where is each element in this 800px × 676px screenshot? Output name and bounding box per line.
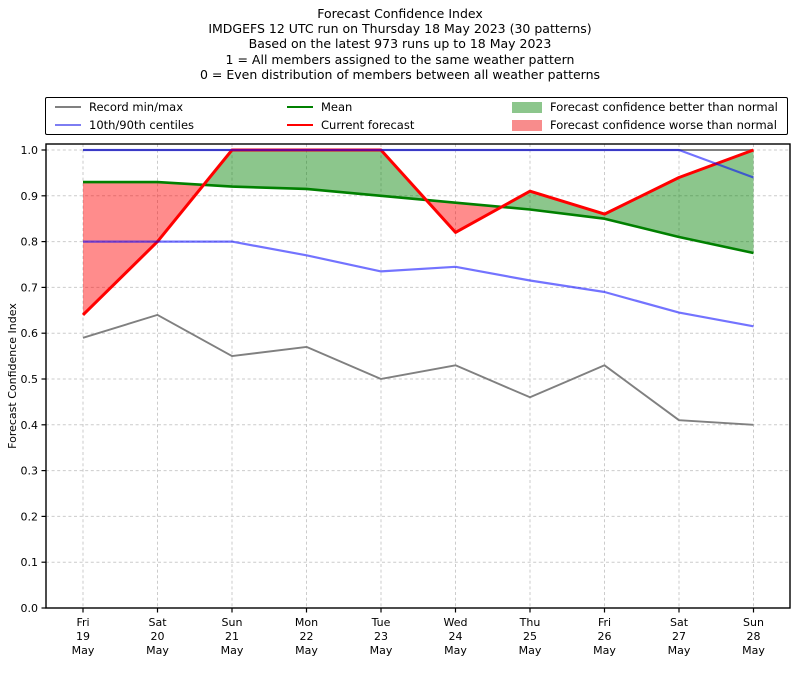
record-minmax-line-swatch bbox=[55, 106, 81, 108]
y-tick-label: 1.0 bbox=[21, 144, 39, 157]
chart-note-2: 0 = Even distribution of members between… bbox=[199, 66, 601, 82]
x-tick-label: May bbox=[72, 644, 95, 657]
legend-label: Forecast confidence worse than normal bbox=[550, 118, 777, 132]
x-tick-label: Wed bbox=[444, 616, 468, 629]
centile-90-line bbox=[83, 148, 754, 179]
x-tick-label: May bbox=[742, 644, 765, 657]
plot-frame bbox=[45, 143, 791, 609]
mean-line bbox=[83, 180, 754, 255]
chart-note-1: 1 = All members assigned to the same wea… bbox=[225, 51, 575, 67]
chart-title: Forecast Confidence Index bbox=[317, 6, 483, 21]
x-tick-label: Sun bbox=[743, 616, 764, 629]
title-block: Forecast Confidence Index IMDGEFS 12 UTC… bbox=[0, 6, 800, 82]
x-tick-label: 25 bbox=[523, 630, 537, 643]
legend-item-mean: Mean bbox=[287, 98, 512, 116]
x-tick-label: May bbox=[295, 644, 318, 657]
y-tick-label: 0.1 bbox=[21, 556, 39, 569]
x-tick-label: Fri bbox=[76, 616, 89, 629]
chart-subtitle-2: Based on the latest 973 runs up to 18 Ma… bbox=[248, 36, 552, 52]
legend-label: Forecast confidence better than normal bbox=[550, 100, 778, 114]
legend-label: Mean bbox=[321, 100, 353, 114]
x-tick-label: 21 bbox=[225, 630, 239, 643]
y-tick-label: 0.3 bbox=[21, 465, 39, 478]
current-forecast-line bbox=[81, 148, 755, 316]
y-axis bbox=[41, 149, 46, 609]
legend-item-centiles: 10th/90th centiles bbox=[55, 116, 287, 134]
x-tick-label: Sat bbox=[670, 616, 689, 629]
mean-line-swatch bbox=[287, 106, 313, 108]
x-tick-label: Sun bbox=[222, 616, 243, 629]
record-min-line bbox=[82, 313, 754, 426]
legend-item-current-forecast: Current forecast bbox=[287, 116, 512, 134]
legend-item-confidence-worse: Forecast confidence worse than normal bbox=[512, 116, 787, 134]
y-tick-label: 0.6 bbox=[21, 327, 39, 340]
legend-item-record-minmax: Record min/max bbox=[55, 98, 287, 116]
current-forecast-line-swatch bbox=[287, 124, 313, 126]
x-tick-label: May bbox=[370, 644, 393, 657]
centiles-line-swatch bbox=[55, 124, 81, 126]
legend: Record min/max 10th/90th centiles Mean C… bbox=[45, 97, 788, 135]
y-axis-title: Forecast Confidence Index bbox=[6, 303, 19, 449]
x-tick-label: 27 bbox=[672, 630, 686, 643]
x-axis bbox=[82, 608, 755, 613]
x-tick-label: May bbox=[668, 644, 691, 657]
x-tick-label: 28 bbox=[747, 630, 761, 643]
y-tick-label: 0.7 bbox=[21, 281, 39, 294]
x-tick-label: May bbox=[221, 644, 244, 657]
x-tick-label: 19 bbox=[76, 630, 90, 643]
confidence-better-patch-swatch bbox=[512, 101, 542, 113]
y-tick-label: 0.2 bbox=[21, 510, 39, 523]
confidence-better-fill bbox=[203, 150, 754, 253]
y-tick-label: 0.8 bbox=[21, 236, 39, 249]
legend-label: Record min/max bbox=[89, 100, 184, 114]
x-tick-label: May bbox=[444, 644, 467, 657]
x-tick-label: Sat bbox=[148, 616, 167, 629]
y-tick-label: 0.4 bbox=[21, 419, 39, 432]
centile-10-line bbox=[83, 240, 754, 328]
chart-subtitle-1: IMDGEFS 12 UTC run on Thursday 18 May 20… bbox=[208, 21, 592, 37]
x-tick-label: Mon bbox=[295, 616, 318, 629]
confidence-worse-patch-swatch bbox=[512, 119, 542, 131]
y-tick-label: 0.5 bbox=[21, 373, 39, 386]
gridlines bbox=[46, 144, 790, 608]
x-tick-label: Thu bbox=[519, 616, 541, 629]
y-tick-label: 0.9 bbox=[21, 190, 39, 203]
x-tick-label: 24 bbox=[449, 630, 463, 643]
x-tick-label: Fri bbox=[598, 616, 611, 629]
legend-label: 10th/90th centiles bbox=[89, 118, 195, 132]
legend-item-confidence-better: Forecast confidence better than normal bbox=[512, 98, 787, 116]
y-tick-label: 0.0 bbox=[21, 602, 39, 615]
legend-label: Current forecast bbox=[321, 118, 415, 132]
x-tick-label: Tue bbox=[371, 616, 391, 629]
x-tick-label: May bbox=[519, 644, 542, 657]
x-tick-label: 22 bbox=[300, 630, 314, 643]
x-tick-label: May bbox=[593, 644, 616, 657]
x-tick-label: 23 bbox=[374, 630, 388, 643]
x-tick-label: May bbox=[146, 644, 169, 657]
x-tick-label: 20 bbox=[151, 630, 165, 643]
x-tick-label: 26 bbox=[598, 630, 612, 643]
